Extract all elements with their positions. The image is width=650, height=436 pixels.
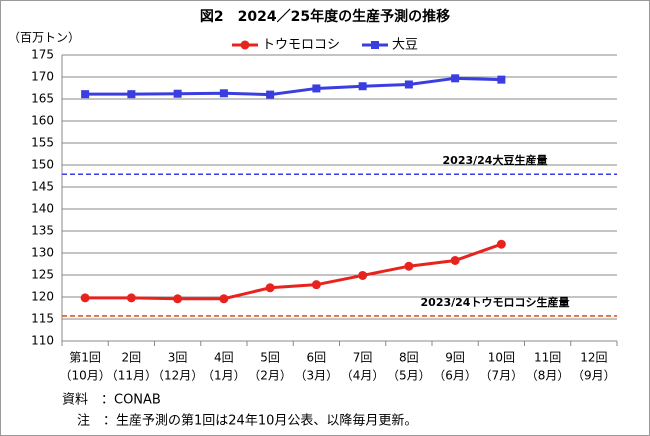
point [497,75,506,84]
point [81,90,90,99]
point [496,239,506,249]
point [266,90,275,99]
y-tick-label: 115 [31,312,54,326]
series-line [85,76,502,97]
x-tick-sublabel: （9月） [572,369,616,383]
point [404,261,414,271]
y-tick-label: 165 [31,92,54,106]
x-tick-label: 2回 [122,351,142,365]
x-tick-label: 7回 [353,351,373,365]
legend-label: トウモロコシ [262,38,340,53]
y-tick-label: 160 [31,114,54,128]
y-tick-label: 155 [31,136,54,150]
reference-label: 2023/24大豆生産量 [443,153,548,167]
x-tick-sublabel: （11月） [106,369,157,383]
y-tick-label: 130 [31,246,54,260]
chart-title: 図2 2024／25年度の生産予測の推移 [200,8,450,25]
point [219,89,228,98]
note: 資料 ：CONAB [62,393,161,408]
x-tick-sublabel: （3月） [295,369,339,383]
x-tick-label: 第1回 [69,351,101,365]
point [127,90,136,99]
x-tick-sublabel: （6月） [433,369,477,383]
legend-marker [240,40,250,50]
point [80,293,90,303]
y-tick-label: 120 [31,290,54,304]
y-tick-label: 150 [31,158,54,172]
x-tick-label: 10回 [488,351,515,365]
x-tick-sublabel: （5月） [387,369,431,383]
point [126,293,136,303]
point [358,82,367,91]
y-tick-label: 125 [31,268,54,282]
x-tick-label: 12回 [580,351,607,365]
y-tick-label: 170 [31,70,54,84]
point [219,294,229,304]
x-tick-label: 9回 [445,351,465,365]
x-tick-sublabel: （2月） [248,369,292,383]
point [312,84,321,93]
point [358,270,368,280]
x-tick-sublabel: （1月） [202,369,246,383]
x-tick-sublabel: （4月） [341,369,385,383]
y-tick-label: 175 [31,48,54,62]
x-tick-label: 4回 [214,351,234,365]
y-tick-label: 110 [31,334,54,348]
point [311,280,321,290]
x-tick-sublabel: （7月） [480,369,524,383]
x-tick-label: 6回 [307,351,327,365]
y-axis-label: （百万トン） [8,31,80,45]
reference-label: 2023/24トウモロコシ生産量 [421,295,570,309]
x-tick-label: 5回 [260,351,280,365]
legend-label: 大豆 [392,38,418,53]
point [450,255,460,265]
legend-marker [371,41,379,49]
point [451,74,460,83]
x-tick-sublabel: （8月） [526,369,570,383]
note: 注 ：生産予測の第1回は24年10月公表、以降毎月更新。 [77,413,417,429]
point [173,89,182,98]
point [265,283,275,293]
series-line [85,242,502,301]
point [173,294,183,304]
point [404,80,413,89]
x-tick-label: 8回 [399,351,419,365]
y-tick-label: 135 [31,224,54,238]
y-tick-label: 140 [31,202,54,216]
x-tick-label: 3回 [168,351,188,365]
y-tick-label: 145 [31,180,54,194]
x-tick-label: 11回 [534,351,561,365]
x-tick-sublabel: （10月） [59,369,110,383]
x-tick-sublabel: （12月） [152,369,203,383]
